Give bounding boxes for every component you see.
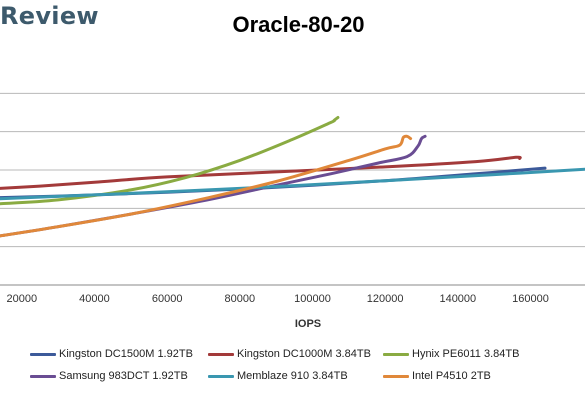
legend-item: Hynix PE6011 3.84TB xyxy=(383,348,519,360)
x-tick-label: 20000 xyxy=(7,293,38,305)
x-axis: 20000 40000 60000 80000 100000 120000 140000 16… xyxy=(7,293,549,305)
legend-swatch xyxy=(30,352,56,356)
legend-label: Kingston DC1500M 1.92TB xyxy=(59,348,193,360)
legend-item: Samsung 983DCT 1.92TB xyxy=(30,370,188,382)
x-tick-label: 60000 xyxy=(152,293,183,305)
x-tick-label: 120000 xyxy=(367,293,404,305)
legend-swatch xyxy=(208,374,234,378)
legend-item: Kingston DC1000M 3.84TB xyxy=(208,348,371,360)
legend-item: Intel P4510 2TB xyxy=(383,370,491,382)
legend-swatch xyxy=(30,374,56,378)
series-line-3 xyxy=(0,116,340,206)
x-tick-label: 140000 xyxy=(439,293,476,305)
x-tick-label: 160000 xyxy=(512,293,549,305)
legend-swatch xyxy=(383,374,409,378)
chart-title: Oracle-80-20 xyxy=(0,12,585,38)
legend-swatch xyxy=(208,352,234,356)
series-line-4 xyxy=(0,134,427,238)
brand-logo: Review xyxy=(0,2,99,30)
legend-label: Samsung 983DCT 1.92TB xyxy=(59,370,188,382)
series-line-2 xyxy=(0,155,522,190)
legend-label: Kingston DC1000M 3.84TB xyxy=(237,348,371,360)
series-line-5 xyxy=(0,167,585,201)
legend-label: Hynix PE6011 3.84TB xyxy=(412,348,520,360)
x-axis-label: IOPS xyxy=(295,318,321,330)
series-line-6 xyxy=(0,134,413,238)
legend-swatch xyxy=(383,352,409,356)
x-tick-label: 40000 xyxy=(79,293,110,305)
x-tick-label: 80000 xyxy=(225,293,256,305)
legend-item: Kingston DC1500M 1.92TB xyxy=(30,348,193,360)
x-tick-label: 100000 xyxy=(294,293,331,305)
legend-item: Memblaze 910 3.84TB xyxy=(208,370,348,382)
legend-label: Intel P4510 2TB xyxy=(412,370,491,382)
legend-label: Memblaze 910 3.84TB xyxy=(237,370,348,382)
chart-title-text: Oracle-80-20 xyxy=(232,12,365,37)
gridlines xyxy=(0,92,585,286)
series-lines xyxy=(0,116,585,238)
